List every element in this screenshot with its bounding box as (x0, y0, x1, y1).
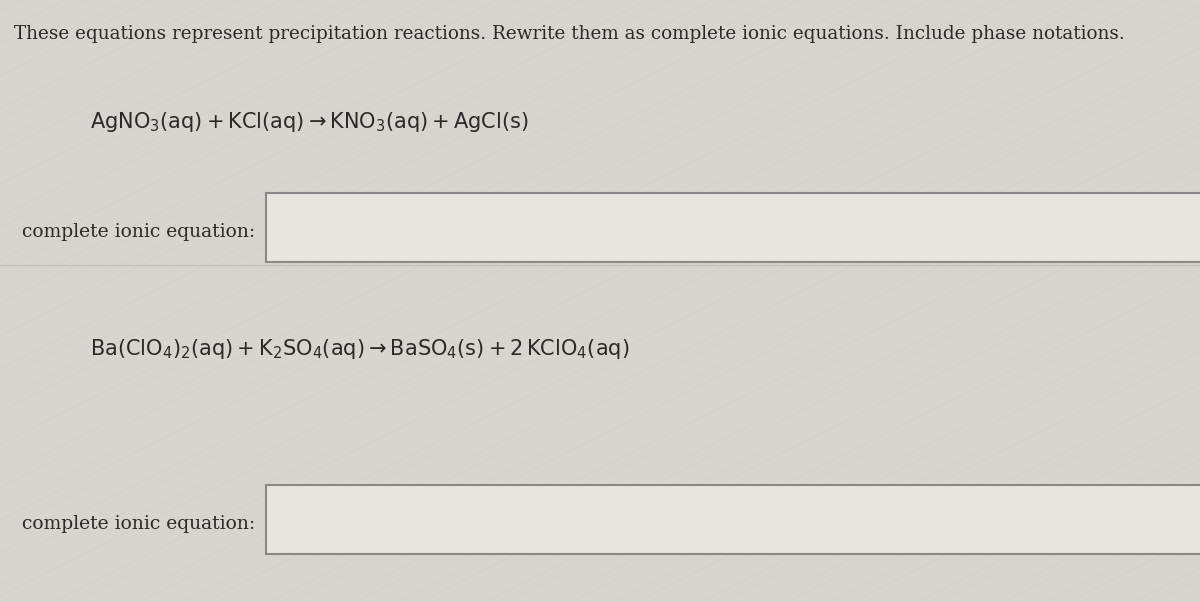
FancyBboxPatch shape (266, 485, 1200, 554)
Text: $\mathrm{AgNO_3(aq)+KCl(aq) \rightarrow KNO_3(aq)+AgCl(s)}$: $\mathrm{AgNO_3(aq)+KCl(aq) \rightarrow … (90, 110, 529, 134)
FancyBboxPatch shape (266, 193, 1200, 262)
Text: complete ionic equation:: complete ionic equation: (22, 223, 254, 241)
Text: complete ionic equation:: complete ionic equation: (22, 515, 254, 533)
Text: These equations represent precipitation reactions. Rewrite them as complete ioni: These equations represent precipitation … (14, 25, 1126, 43)
Text: $\mathrm{Ba(ClO_4)_2(aq) + K_2SO_4(aq) \rightarrow BaSO_4(s) + 2\,KClO_4(aq)}$: $\mathrm{Ba(ClO_4)_2(aq) + K_2SO_4(aq) \… (90, 337, 630, 361)
